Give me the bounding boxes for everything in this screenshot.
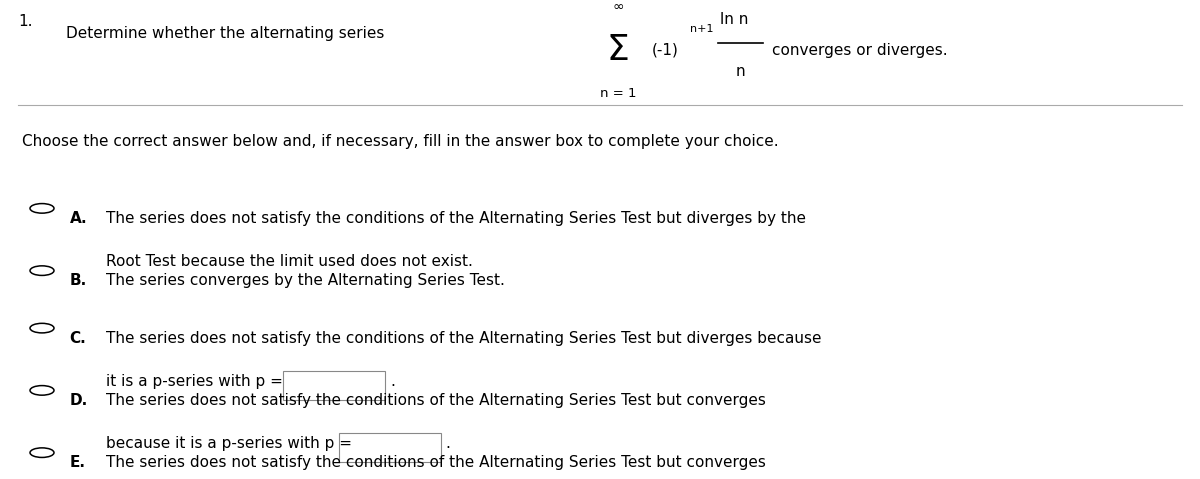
Text: The series does not satisfy the conditions of the Alternating Series Test but di: The series does not satisfy the conditio… xyxy=(106,331,821,345)
Text: ∞: ∞ xyxy=(612,0,624,14)
Text: The series does not satisfy the conditions of the Alternating Series Test but co: The series does not satisfy the conditio… xyxy=(106,455,766,470)
Text: n+1: n+1 xyxy=(690,24,714,34)
Text: The series does not satisfy the conditions of the Alternating Series Test but co: The series does not satisfy the conditio… xyxy=(106,393,766,408)
Text: The series does not satisfy the conditions of the Alternating Series Test but di: The series does not satisfy the conditio… xyxy=(106,211,805,226)
Text: C.: C. xyxy=(70,331,86,345)
FancyBboxPatch shape xyxy=(283,371,385,400)
Text: .: . xyxy=(390,374,395,388)
Text: Σ: Σ xyxy=(607,34,629,67)
Text: (-1): (-1) xyxy=(652,43,678,58)
Text: n: n xyxy=(736,64,745,80)
Text: E.: E. xyxy=(70,455,85,470)
Text: converges or diverges.: converges or diverges. xyxy=(772,43,947,58)
Text: D.: D. xyxy=(70,393,88,408)
FancyBboxPatch shape xyxy=(338,433,440,462)
Text: Determine whether the alternating series: Determine whether the alternating series xyxy=(66,26,384,41)
Text: because it is a p-series with p =: because it is a p-series with p = xyxy=(106,436,352,451)
Text: .: . xyxy=(445,436,450,451)
Text: Root Test because the limit used does not exist.: Root Test because the limit used does no… xyxy=(106,254,473,269)
Text: A.: A. xyxy=(70,211,88,226)
Text: 1.: 1. xyxy=(18,14,32,29)
Text: ln n: ln n xyxy=(720,11,749,27)
Text: n = 1: n = 1 xyxy=(600,87,636,100)
Text: Choose the correct answer below and, if necessary, fill in the answer box to com: Choose the correct answer below and, if … xyxy=(22,134,779,149)
Text: B.: B. xyxy=(70,273,86,288)
Text: it is a p-series with p =: it is a p-series with p = xyxy=(106,374,282,388)
Text: The series converges by the Alternating Series Test.: The series converges by the Alternating … xyxy=(106,273,504,288)
